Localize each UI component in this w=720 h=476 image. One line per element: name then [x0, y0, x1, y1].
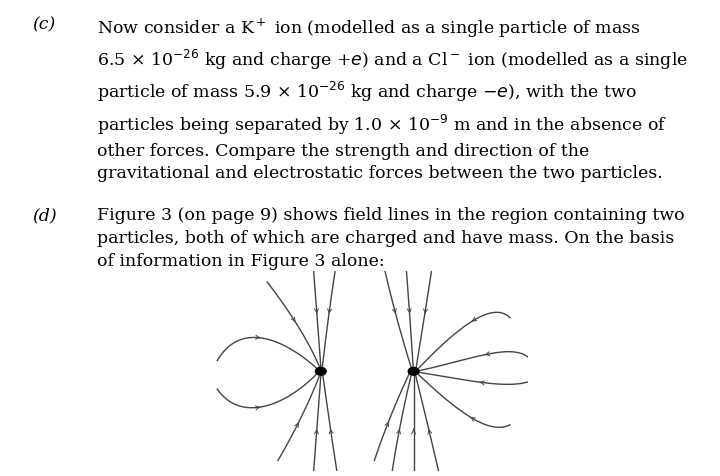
Text: Now consider a K$^+$ ion (modelled as a single particle of mass
6.5 × 10$^{-26}$: Now consider a K$^+$ ion (modelled as a …	[97, 17, 688, 182]
Text: Figure 3 (on page 9) shows field lines in the region containing two
particles, b: Figure 3 (on page 9) shows field lines i…	[97, 207, 685, 270]
Ellipse shape	[315, 367, 326, 375]
Ellipse shape	[408, 367, 419, 375]
Text: (c): (c)	[32, 17, 55, 34]
Text: (d): (d)	[32, 207, 57, 224]
